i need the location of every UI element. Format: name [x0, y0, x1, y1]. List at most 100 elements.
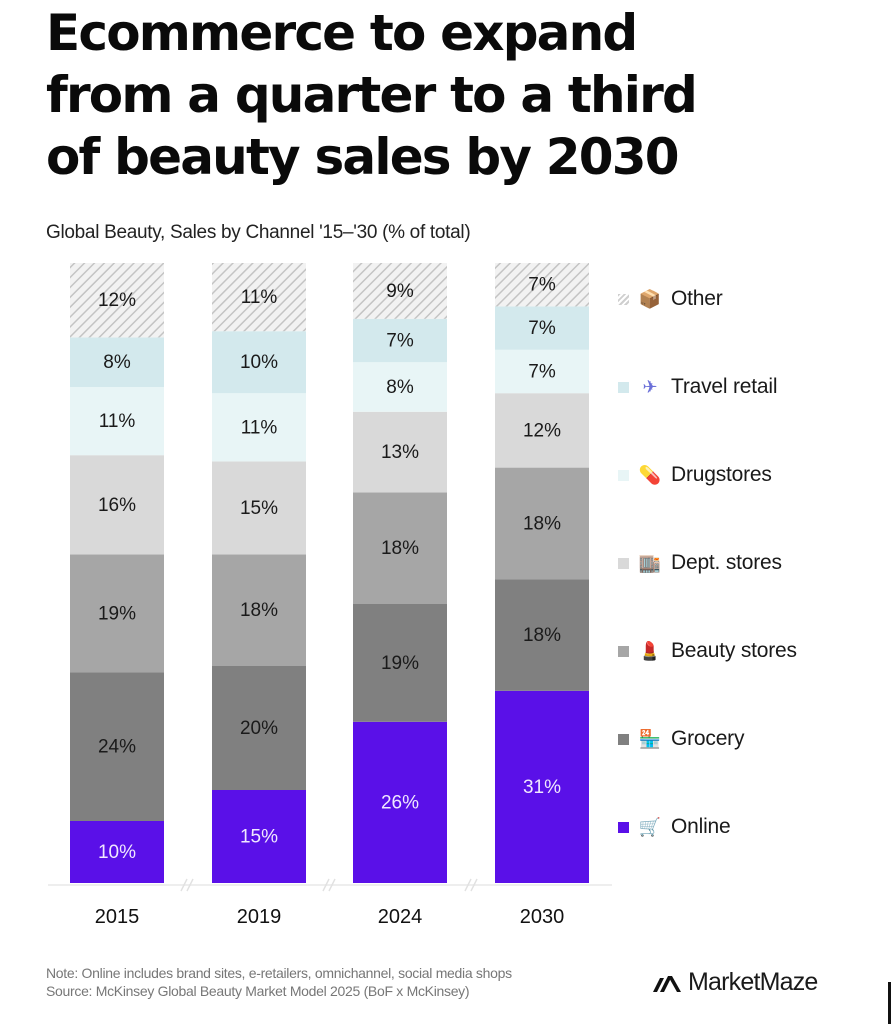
bar-segment-beauty-stores-2015 [70, 554, 164, 673]
source-text: Source: McKinsey Global Beauty Market Mo… [46, 983, 470, 999]
legend-item-travel-retail: ✈ Travel retail [618, 375, 778, 399]
data-label: 8% [386, 377, 414, 398]
bar-segment-drugstores-2015 [70, 387, 164, 456]
legend-label: Beauty stores [671, 639, 797, 662]
axis-break-mark [322, 878, 330, 892]
bars: 10% 24% 19% 16% 11% 8% 12% 15% 20% 18% 15% 11% 10% 11… [70, 263, 589, 883]
bar-segment-travel-retail-2015 [70, 337, 164, 387]
data-label: 10% [240, 352, 278, 373]
data-label: 18% [523, 513, 561, 534]
bar-segment-beauty-stores-2030 [495, 467, 589, 580]
legend-item-dept-stores: 🏬 Dept. stores [618, 551, 782, 575]
lipstick-icon: 💄 [638, 640, 662, 661]
data-label: 18% [240, 600, 278, 621]
data-label: 7% [528, 275, 556, 296]
data-label: 18% [381, 538, 419, 559]
legend-label: Grocery [671, 727, 745, 750]
brand-name: MarketMaze [688, 968, 818, 996]
legend-swatch [618, 293, 629, 305]
data-label: 18% [523, 625, 561, 646]
x-axis-baseline [48, 878, 612, 892]
data-label: 24% [98, 737, 136, 758]
data-label: 26% [381, 792, 419, 813]
legend-item-drugstores: 💊 Drugstores [618, 463, 772, 487]
legend-swatch [618, 821, 629, 833]
package-icon: 📦 [638, 288, 662, 309]
bar-segment-travel-retail-2019 [212, 331, 306, 394]
bar-segment-beauty-stores-2024 [353, 492, 447, 604]
data-label: 9% [386, 281, 414, 302]
data-label: 10% [98, 842, 136, 863]
shopping-cart-icon: 🛒 [638, 816, 662, 837]
data-label: 11% [241, 287, 278, 308]
data-label: 11% [99, 411, 136, 432]
note-text: Note: Online includes brand sites, e-ret… [46, 965, 512, 981]
chart-subtitle: Global Beauty, Sales by Channel '15–'30 … [46, 222, 471, 243]
bar-segment-travel-retail-2030 [495, 306, 589, 350]
title-line: Ecommerce to expand [46, 4, 638, 62]
bar-segment-beauty-stores-2019 [212, 554, 306, 666]
legend-item-beauty-stores: 💄 Beauty stores [618, 639, 797, 663]
data-label: 12% [523, 420, 561, 441]
x-tick-label: 2030 [520, 906, 565, 928]
x-tick-label: 2015 [95, 906, 140, 928]
data-label: 13% [381, 442, 419, 463]
grocery-store-icon: 🏪 [638, 728, 662, 749]
chart-title: Ecommerce to expand from a quarter to a … [46, 2, 866, 188]
footnote: Note: Online includes brand sites, e-ret… [46, 964, 512, 1000]
data-label: 16% [98, 495, 136, 516]
data-label: 19% [98, 603, 136, 624]
bar-segment-other-2024 [353, 263, 447, 319]
data-label: 15% [240, 827, 278, 848]
axis-break-mark [186, 878, 194, 892]
legend-item-online: 🛒 Online [618, 815, 731, 839]
bar-segment-online-2024 [353, 721, 447, 883]
legend-label: Other [671, 287, 723, 310]
x-tick-label: 2024 [378, 906, 423, 928]
data-label: 20% [240, 718, 278, 739]
axis-break-mark [328, 878, 336, 892]
brand-logo: MarketMaze [652, 968, 818, 997]
legend-swatch [618, 469, 629, 481]
legend-label: Drugstores [671, 463, 772, 486]
bar-segment-grocery-2015 [70, 672, 164, 821]
bar-segment-other-2015 [70, 263, 164, 338]
data-label: 12% [98, 290, 136, 311]
data-label: 11% [241, 417, 278, 438]
data-label: 7% [386, 331, 414, 352]
axis-break-mark [464, 878, 472, 892]
x-axis-ticks: 2015 2019 2024 2030 [95, 906, 565, 928]
marketmaze-logo-icon [653, 975, 681, 992]
data-label: 7% [528, 362, 556, 383]
data-label: 8% [103, 352, 131, 373]
bar-segment-online-2019 [212, 790, 306, 883]
data-label: 31% [523, 777, 561, 798]
legend-item-other: 📦 Other [618, 287, 723, 311]
legend-swatch [618, 645, 629, 657]
data-label: 19% [381, 653, 419, 674]
bar-segment-dept-stores-2019 [212, 461, 306, 555]
bar-segment-online-2030 [495, 690, 589, 883]
department-store-icon: 🏬 [638, 552, 662, 573]
bar-segment-drugstores-2030 [495, 349, 589, 394]
bar-segment-other-2030 [495, 263, 589, 307]
x-tick-label: 2019 [237, 906, 282, 928]
bar-segment-grocery-2019 [212, 666, 306, 790]
axis-break-mark [180, 878, 188, 892]
data-label: 7% [528, 318, 556, 339]
legend-swatch [618, 557, 629, 569]
airplane-icon: ✈ [642, 376, 658, 397]
title-line: of beauty sales by 2030 [46, 128, 680, 186]
data-label: 15% [240, 498, 278, 519]
bar-segment-other-2019 [212, 263, 306, 332]
bar-segment-dept-stores-2024 [353, 411, 447, 493]
legend-label: Travel retail [671, 375, 778, 398]
legend-swatch [618, 733, 629, 745]
bar-segment-dept-stores-2030 [495, 393, 589, 468]
bar-segment-drugstores-2019 [212, 393, 306, 462]
window-edge-divider [888, 982, 891, 1024]
legend-label: Online [671, 815, 731, 838]
bar-segment-grocery-2030 [495, 579, 589, 691]
axis-break-mark [470, 878, 478, 892]
